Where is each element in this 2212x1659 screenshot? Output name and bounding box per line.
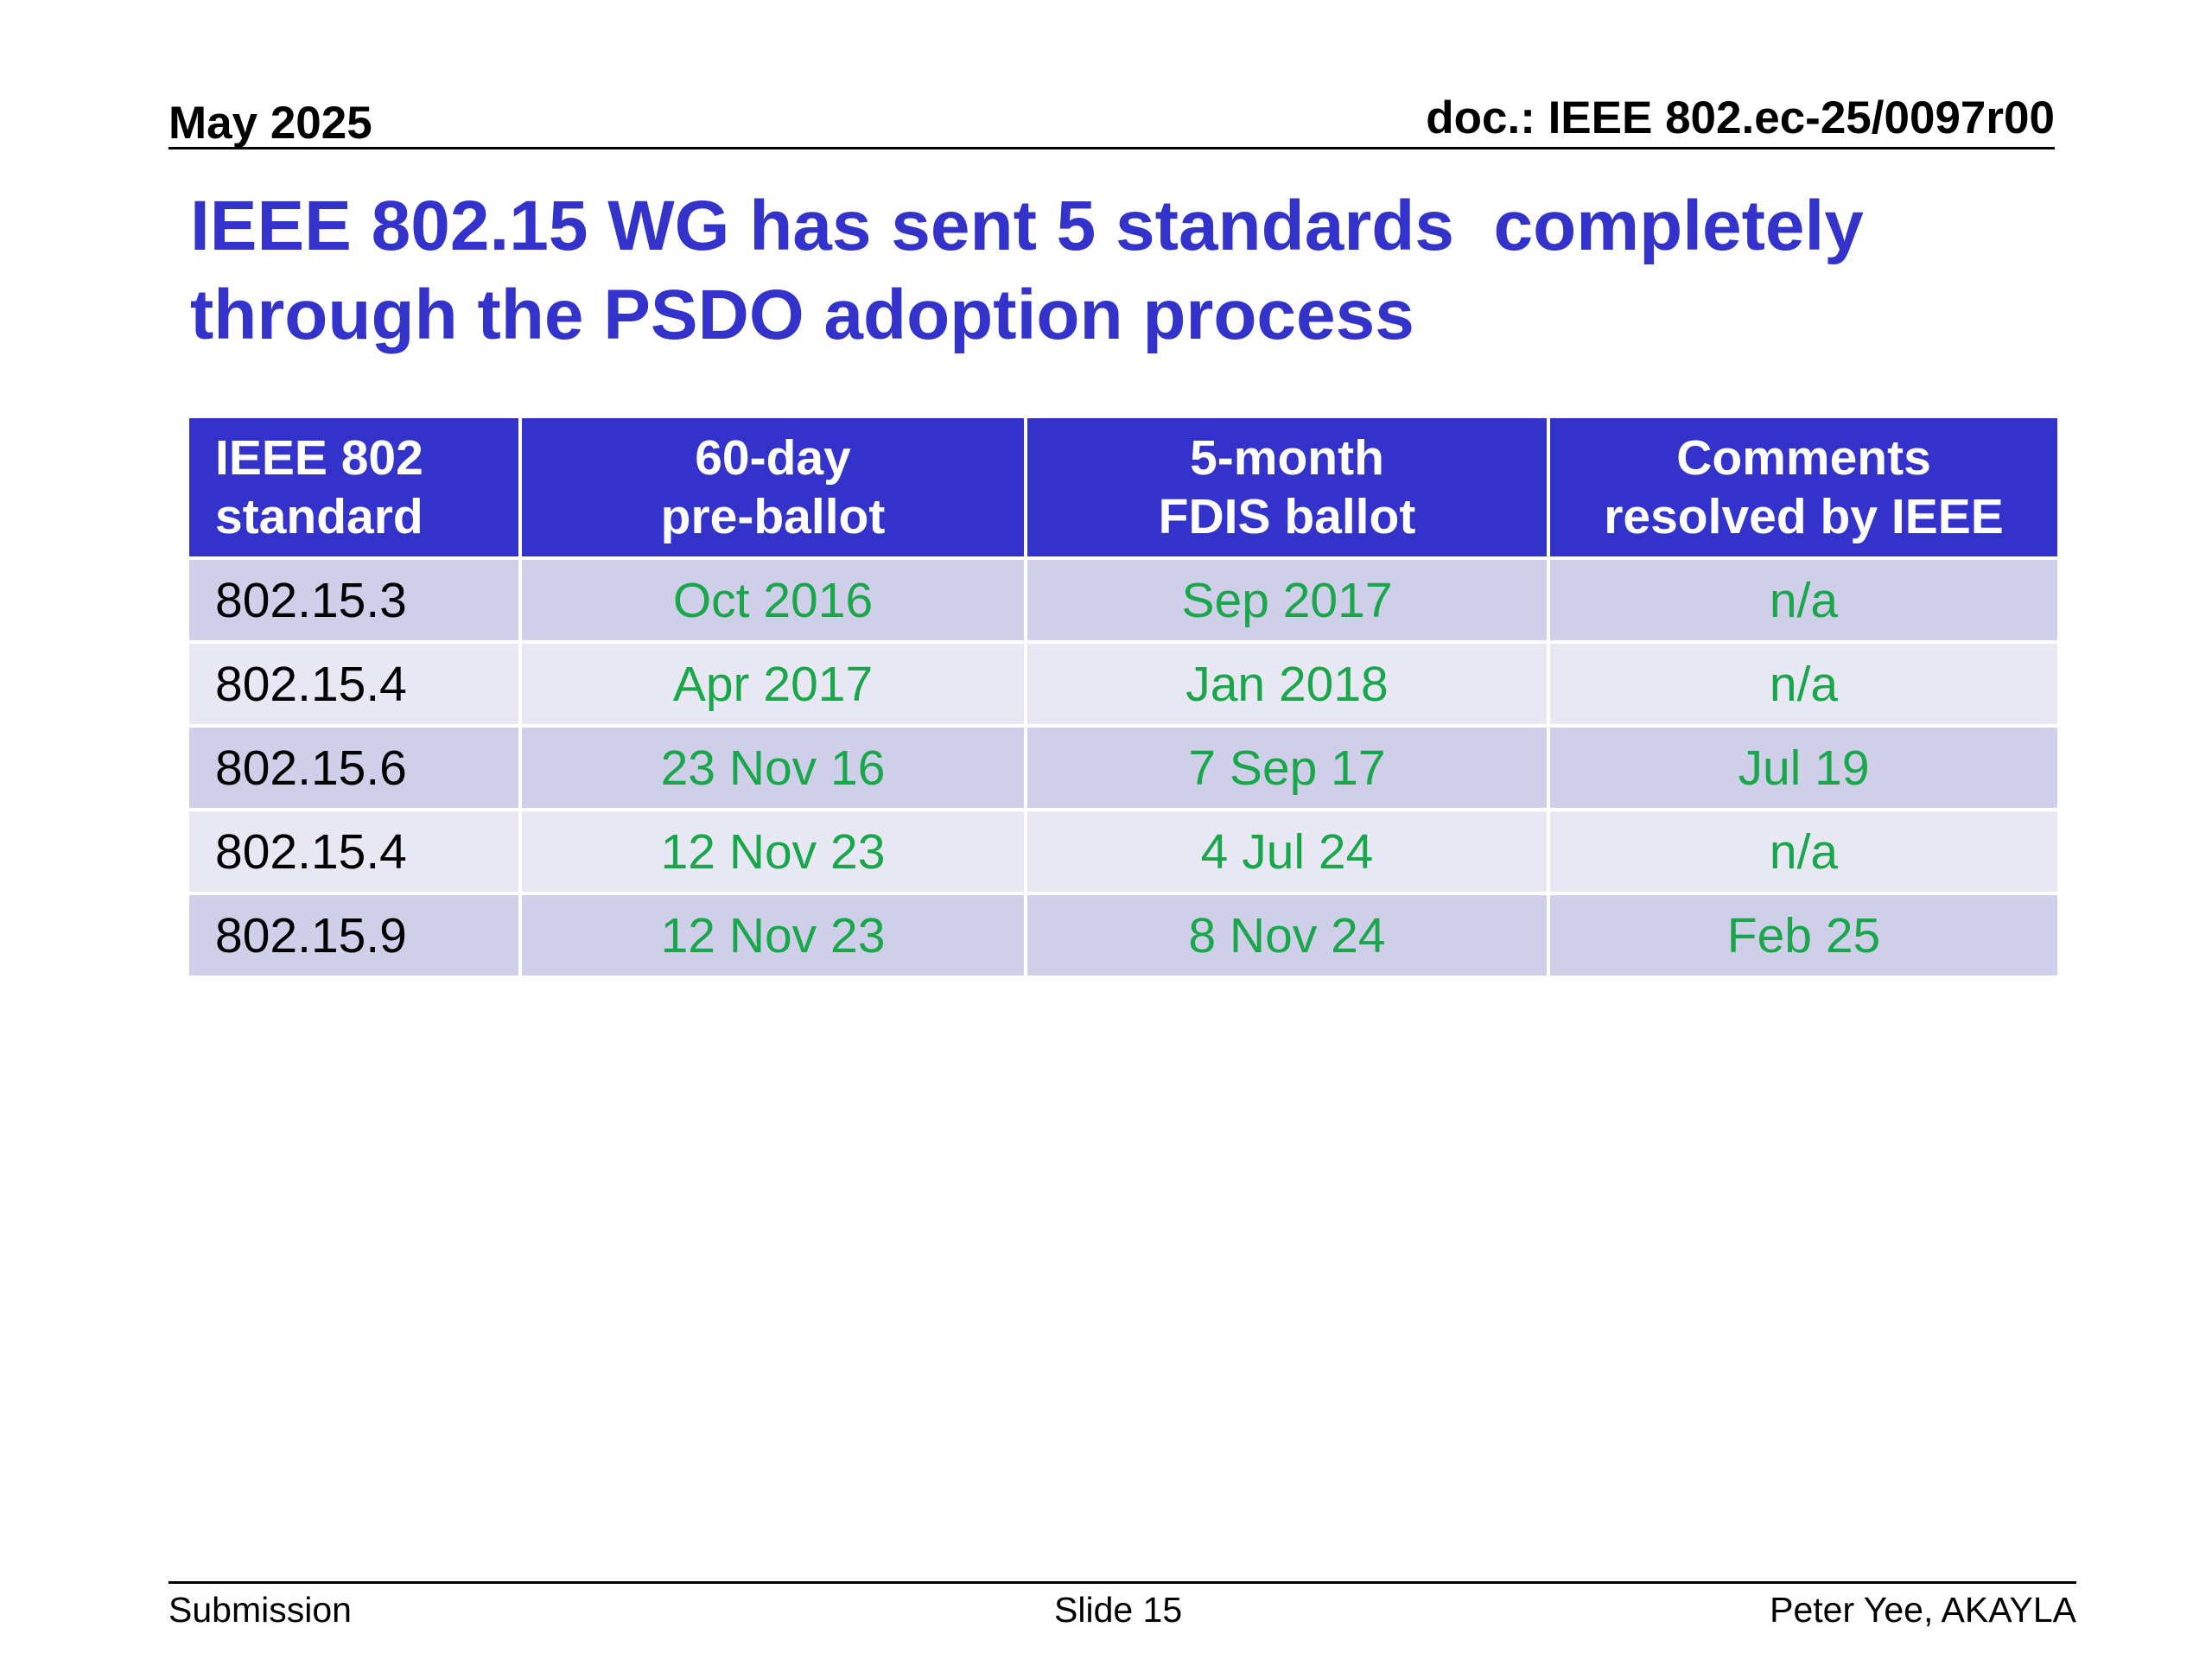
cell-comments: Jul 19 [1547,724,2061,811]
col-header-standard: IEEE 802 standard [186,415,522,560]
cell-fdis-ballot: Sep 2017 [1024,556,1550,644]
table-header-row: IEEE 802 standard 60-day pre-ballot 5-mo… [186,415,2061,560]
cell-fdis-ballot: Jan 2018 [1024,640,1550,728]
cell-fdis-ballot: 8 Nov 24 [1024,892,1550,979]
col-header-fdis-ballot: 5-month FDIS ballot [1024,415,1550,560]
cell-standard: 802.15.6 [186,724,522,811]
cell-comments: n/a [1547,808,2061,895]
cell-standard: 802.15.4 [186,640,522,728]
footer-rule [168,1581,2076,1584]
col-header-fdis-ballot-label: 5-month FDIS ballot [1158,430,1416,544]
footer-slide-number: Slide 15 [1054,1590,1183,1630]
table-row: 802.15.4 Apr 2017 Jan 2018 n/a [186,640,2061,728]
col-header-pre-ballot: 60-day pre-ballot [518,415,1027,560]
header-rule [168,147,2055,149]
cell-pre-ballot: Apr 2017 [518,640,1027,728]
table-row: 802.15.4 12 Nov 23 4 Jul 24 n/a [186,808,2061,895]
cell-fdis-ballot: 4 Jul 24 [1024,808,1550,895]
cell-comments: n/a [1547,640,2061,728]
cell-standard: 802.15.9 [186,892,522,979]
col-header-comments-label: Comments resolved by IEEE [1604,430,2004,544]
cell-standard: 802.15.4 [186,808,522,895]
col-header-pre-ballot-label: 60-day pre-ballot [660,430,886,544]
table-row: 802.15.6 23 Nov 16 7 Sep 17 Jul 19 [186,724,2061,811]
standards-table: IEEE 802 standard 60-day pre-ballot 5-mo… [186,415,2061,979]
col-header-standard-label: IEEE 802 standard [215,430,423,544]
cell-comments: Feb 25 [1547,892,2061,979]
footer-author: Peter Yee, AKAYLA [1770,1590,2076,1630]
table-row: 802.15.9 12 Nov 23 8 Nov 24 Feb 25 [186,892,2061,979]
col-header-comments: Comments resolved by IEEE [1547,415,2061,560]
cell-pre-ballot: 12 Nov 23 [518,808,1027,895]
cell-pre-ballot: Oct 2016 [518,556,1027,644]
footer-submission: Submission [168,1590,352,1630]
cell-comments: n/a [1547,556,2061,644]
cell-pre-ballot: 23 Nov 16 [518,724,1027,811]
header-doc-id: doc.: IEEE 802.ec-25/0097r00 [1426,92,2055,143]
cell-pre-ballot: 12 Nov 23 [518,892,1027,979]
header-date: May 2025 [168,98,372,149]
table-row: 802.15.3 Oct 2016 Sep 2017 n/a [186,556,2061,644]
slide-title: IEEE 802.15 WG has sent 5 standards comp… [190,187,1864,354]
cell-fdis-ballot: 7 Sep 17 [1024,724,1550,811]
cell-standard: 802.15.3 [186,556,522,644]
